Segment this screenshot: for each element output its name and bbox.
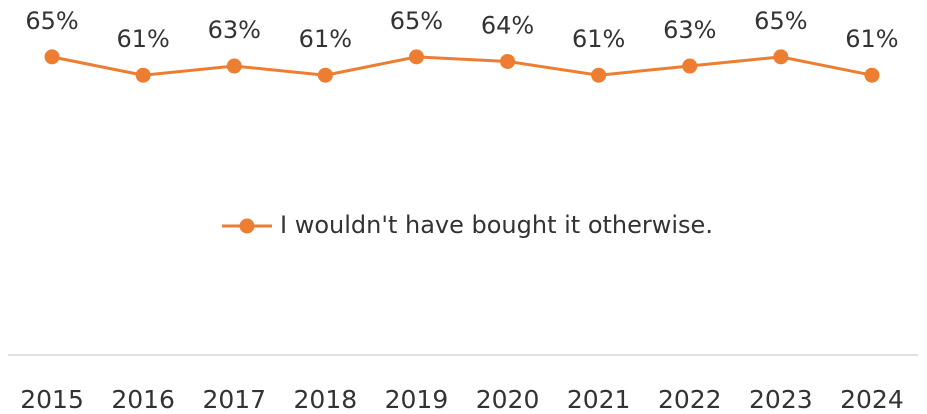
marker xyxy=(864,67,880,83)
x-tick-label: 2023 xyxy=(749,385,813,414)
data-label: 64% xyxy=(481,11,534,39)
data-label: 63% xyxy=(208,16,261,44)
data-label: 61% xyxy=(845,25,898,53)
marker xyxy=(135,67,151,83)
x-tick-label: 2017 xyxy=(202,385,266,414)
data-label: 65% xyxy=(754,7,807,35)
x-tick-label: 2019 xyxy=(385,385,449,414)
marker xyxy=(500,53,516,69)
x-tick-label: 2016 xyxy=(111,385,175,414)
x-tick-label: 2015 xyxy=(20,385,84,414)
line xyxy=(51,55,873,77)
data-label: 61% xyxy=(299,25,352,53)
data-label: 63% xyxy=(663,16,716,44)
marker xyxy=(44,49,60,65)
legend-label: I wouldn't have bought it otherwise. xyxy=(280,211,713,239)
data-label: 65% xyxy=(25,7,78,35)
x-tick-label: 2024 xyxy=(840,385,904,414)
legend-marker xyxy=(239,218,255,234)
x-tick-label: 2018 xyxy=(294,385,358,414)
marker xyxy=(408,49,424,65)
x-tick-label: 2021 xyxy=(567,385,631,414)
data-label: 61% xyxy=(572,25,625,53)
data-label: 61% xyxy=(116,25,169,53)
x-tick-label: 2020 xyxy=(476,385,540,414)
marker xyxy=(591,67,607,83)
marker xyxy=(226,58,242,74)
marker xyxy=(317,67,333,83)
marker xyxy=(773,49,789,65)
marker xyxy=(682,58,698,74)
data-label: 65% xyxy=(390,7,443,35)
x-tick-label: 2022 xyxy=(658,385,722,414)
